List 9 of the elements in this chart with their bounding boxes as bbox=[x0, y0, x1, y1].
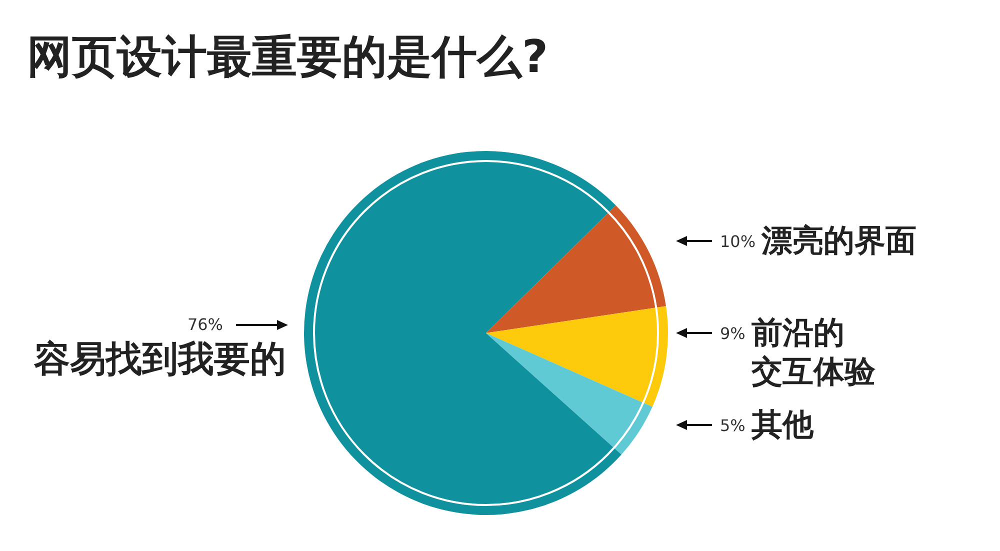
data-label: 5% bbox=[720, 414, 746, 436]
chart-title: 网页设计最重要的是什么? bbox=[27, 30, 548, 83]
slice-label: 漂亮的界面 bbox=[762, 222, 917, 260]
data-label: 76% bbox=[187, 314, 223, 336]
slice-label: 前沿的交互体验 bbox=[751, 314, 876, 392]
slice-label: 容易找到我要的 bbox=[34, 339, 286, 380]
data-label: 10% bbox=[720, 230, 756, 252]
slice-label: 其他 bbox=[751, 406, 814, 444]
data-label: 9% bbox=[720, 322, 746, 344]
